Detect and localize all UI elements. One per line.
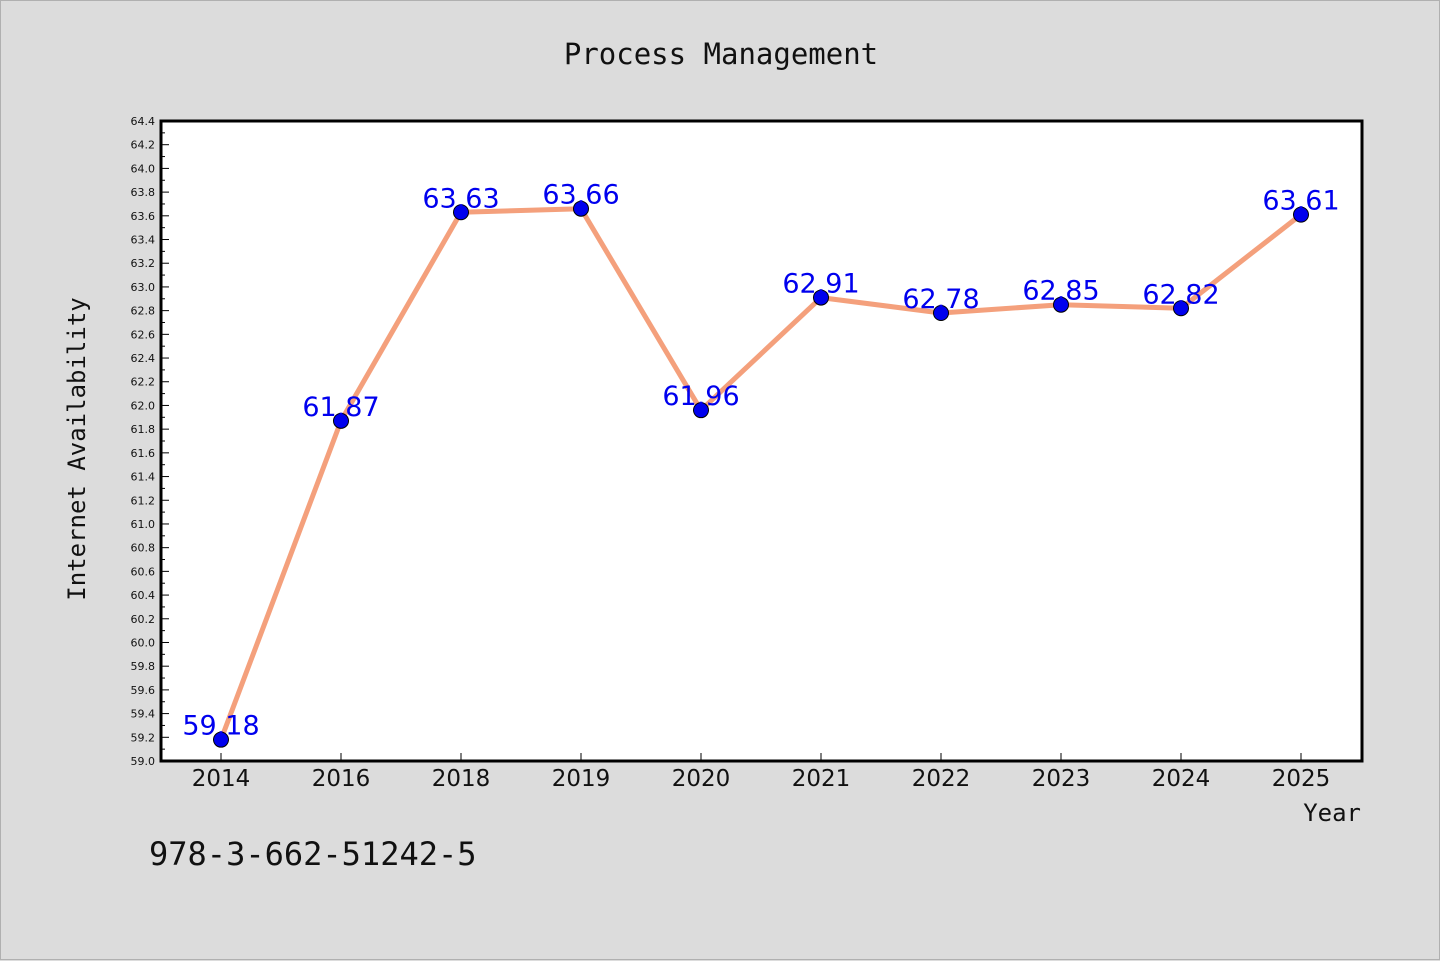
- data-label: 62.91: [782, 269, 859, 300]
- data-point: [333, 412, 349, 429]
- y-tick-label: 62.6: [131, 328, 156, 341]
- data-labels: 59.18 61.87 63.63 63.66 61.96 62.91 62.78 62.85…: [182, 180, 1339, 742]
- chart-title: Process Management: [564, 37, 878, 71]
- x-tick-label: 2016: [312, 766, 371, 792]
- x-tick-label: 2023: [1032, 766, 1091, 792]
- x-tick-label: 2025: [1272, 766, 1331, 792]
- data-point: [1173, 300, 1189, 317]
- y-tick-label: 59.4: [131, 708, 156, 721]
- data-point: [813, 289, 829, 306]
- y-tick-label: 62.2: [131, 376, 156, 389]
- data-label: 62.78: [902, 284, 979, 315]
- data-label: 61.96: [662, 381, 739, 412]
- y-tick-label: 59.8: [131, 660, 156, 673]
- y-tick-label: 61.8: [131, 423, 156, 436]
- y-axis-title: Internet Availability: [63, 297, 91, 600]
- series-markers: [213, 200, 1309, 748]
- y-tick-label: 61.4: [131, 471, 156, 484]
- data-label: 63.63: [422, 183, 499, 214]
- data-label: 62.85: [1022, 276, 1099, 307]
- y-tick-label: 62.4: [131, 352, 156, 365]
- data-point: [453, 204, 469, 221]
- y-tick-label: 63.8: [131, 186, 156, 199]
- y-tick-label: 59.2: [131, 731, 156, 744]
- y-tick-label: 62.8: [131, 305, 156, 318]
- x-tick-label: 2019: [552, 766, 611, 792]
- y-tick-label: 61.2: [131, 494, 156, 507]
- y-tick-label: 64.0: [131, 162, 156, 175]
- x-axis: 2014 2016 2018 2019 2020 2021 2022 2023 2024 2025: [192, 753, 1331, 792]
- y-tick-label: 63.2: [131, 257, 156, 270]
- data-point: [213, 731, 229, 748]
- y-tick-label: 61.6: [131, 447, 156, 460]
- y-tick-label: 63.6: [131, 210, 156, 223]
- x-axis-title: Year: [1303, 799, 1361, 827]
- y-tick-label: 63.4: [131, 234, 156, 247]
- y-tick-label: 60.2: [131, 613, 156, 626]
- data-label: 63.66: [542, 180, 619, 211]
- data-point: [693, 402, 709, 419]
- plot-area: [159, 119, 1364, 763]
- y-tick-label: 60.6: [131, 565, 156, 578]
- x-tick-label: 2020: [672, 766, 731, 792]
- x-tick-label: 2018: [432, 766, 491, 792]
- y-tick-label: 64.2: [131, 139, 156, 152]
- data-label: 62.82: [1142, 279, 1219, 310]
- y-tick-label: 60.8: [131, 542, 156, 555]
- data-point: [573, 200, 589, 217]
- isbn-footnote: 978-3-662-51242-5: [149, 835, 477, 873]
- y-tick-label: 63.0: [131, 281, 156, 294]
- y-tick-label: 59.0: [131, 755, 156, 768]
- data-point: [933, 305, 949, 321]
- data-point: [1293, 206, 1309, 223]
- data-point: [1053, 296, 1069, 313]
- x-tick-label: 2024: [1152, 766, 1211, 792]
- y-axis: 59.0 59.2 59.4 59.6 59.8 60.0 60.2 60.4 60.6 60.8…: [131, 115, 169, 768]
- y-tick-label: 59.6: [131, 684, 156, 697]
- x-tick-label: 2022: [912, 766, 971, 792]
- x-tick-label: 2021: [792, 766, 851, 792]
- y-tick-label: 61.0: [131, 518, 156, 531]
- y-tick-label: 64.4: [131, 115, 156, 128]
- y-tick-label: 60.4: [131, 589, 156, 602]
- data-label: 63.61: [1262, 186, 1339, 217]
- data-label: 59.18: [182, 711, 259, 742]
- series-line: [218, 206, 1303, 741]
- x-tick-label: 2014: [192, 766, 251, 792]
- y-tick-label: 60.0: [131, 636, 156, 649]
- y-tick-label: 62.0: [131, 399, 156, 412]
- data-label: 61.87: [302, 392, 379, 423]
